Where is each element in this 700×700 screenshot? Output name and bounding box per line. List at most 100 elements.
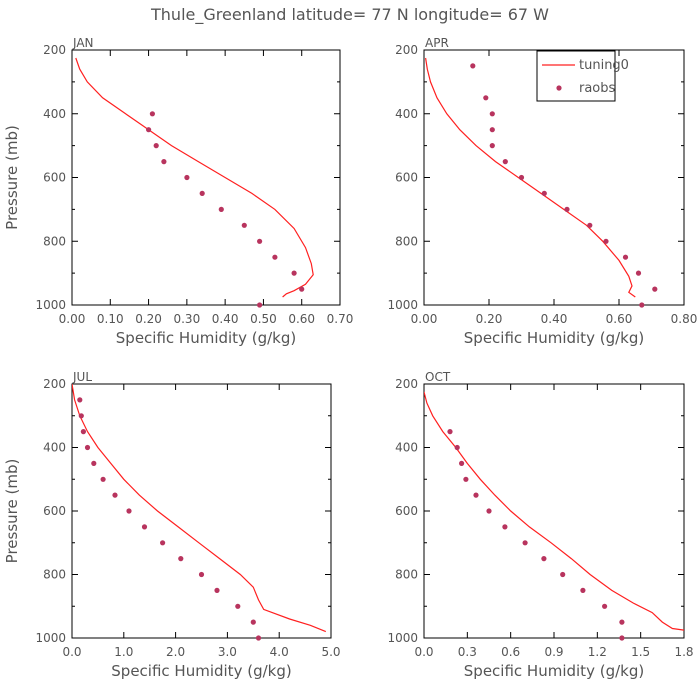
y-tick-label: 1000 (35, 298, 66, 312)
y-tick-label: 200 (395, 377, 418, 391)
legend-label-obs: raobs (579, 81, 616, 96)
raobs-point (502, 524, 508, 530)
raobs-point (146, 127, 152, 133)
y-tick-label: 400 (43, 441, 66, 455)
raobs-point (470, 63, 476, 69)
raobs-point (473, 492, 479, 498)
raobs-point (80, 429, 86, 435)
raobs-point (84, 444, 91, 451)
raobs-point (250, 619, 256, 625)
x-tick-label: 1.5 (631, 645, 650, 659)
raobs-point (463, 476, 469, 482)
figure-title: Thule_Greenland latitude= 77 N longitude… (150, 5, 549, 25)
series-line-tuning0 (75, 57, 314, 298)
x-tick-label: 0.00 (411, 312, 438, 326)
raobs-point (91, 460, 97, 466)
x-tick-label: 0.0 (414, 645, 433, 659)
legend-box (536, 50, 616, 102)
series-line-tuning0 (425, 57, 636, 298)
raobs-point (214, 587, 220, 594)
raobs-point (199, 190, 205, 196)
y-tick-label: 200 (43, 377, 66, 391)
y-tick-label: 800 (395, 234, 418, 248)
raobs-point (489, 143, 495, 149)
panel-label: JUL (72, 370, 92, 384)
panels: JAN 0.00 0.10 0.20 0.30 0.40 0.50 0.60 0.70 200 40… (3, 36, 697, 680)
x-tick-label: 0.20 (135, 312, 162, 326)
raobs-point (619, 635, 625, 641)
x-tick-label: 0.3 (458, 645, 477, 659)
plot-frame (71, 49, 341, 306)
x-tick-label: 0.40 (541, 312, 568, 326)
raobs-point (560, 571, 566, 578)
x-axis-label: Specific Humidity (g/kg) (464, 329, 644, 347)
raobs-point (619, 619, 625, 625)
raobs-point (564, 206, 570, 212)
legend-point-swatch (556, 85, 562, 91)
x-tick-label: 1.0 (114, 645, 133, 659)
y-tick-label: 200 (395, 43, 418, 57)
y-axis-label: Pressure (mb) (3, 125, 21, 230)
x-tick-label: 5.0 (321, 645, 340, 659)
raobs-point (291, 270, 297, 276)
x-tick-label: 0.9 (544, 645, 563, 659)
raobs-point (218, 206, 224, 212)
raobs-point (141, 524, 148, 530)
y-axis-label: Pressure (mb) (3, 459, 21, 564)
y-tick-label: 400 (395, 107, 418, 121)
raobs-point (255, 635, 262, 641)
x-tick-label: 0.30 (173, 312, 200, 326)
series-line-tuning0 (72, 384, 327, 633)
raobs-point (272, 254, 278, 260)
raobs-point (489, 111, 495, 117)
raobs-point (241, 222, 247, 228)
plot-frame (71, 383, 332, 639)
y-tick-label: 800 (43, 234, 66, 248)
panel-jul: JUL 0.0 1.0 2.0 3.0 4.0 5.0 200 400 600 800 1000 Spe… (3, 370, 341, 680)
x-tick-label: 1.2 (588, 645, 607, 659)
x-tick-label: 0.60 (606, 312, 633, 326)
raobs-point (639, 302, 645, 308)
y-tick-label: 1000 (387, 298, 418, 312)
raobs-point (518, 174, 525, 181)
raobs-point (235, 603, 241, 609)
raobs-point (100, 476, 106, 482)
raobs-point (447, 429, 453, 435)
legend-label-model: tuning0 (579, 58, 629, 73)
raobs-point (299, 286, 305, 292)
panel-label: OCT (425, 370, 451, 384)
y-tick-label: 200 (43, 43, 66, 57)
y-tick-label: 600 (43, 171, 66, 185)
x-tick-label: 0.50 (250, 312, 277, 326)
raobs-point (257, 302, 263, 308)
y-tick-label: 600 (395, 171, 418, 185)
raobs-point (126, 508, 132, 514)
x-tick-label: 0.60 (288, 312, 315, 326)
raobs-point (198, 571, 205, 578)
raobs-point (160, 540, 166, 546)
x-tick-label: 2.0 (166, 645, 185, 659)
x-tick-label: 0.20 (476, 312, 503, 326)
raobs-point (652, 286, 658, 292)
legend: tuning0 raobs (536, 50, 629, 102)
x-tick-label: 0.10 (97, 312, 124, 326)
raobs-point (541, 556, 547, 562)
raobs-point (77, 397, 83, 403)
raobs-point (502, 159, 508, 165)
x-tick-label: 0.6 (501, 645, 520, 659)
panel-oct: OCT 0.0 0.3 0.6 0.9 1.2 1.5 1.8 200 400 600 800 1000… (387, 370, 693, 680)
y-tick-label: 600 (43, 504, 66, 518)
raobs-point (78, 413, 84, 419)
y-tick-label: 1000 (35, 631, 66, 645)
raobs-point (161, 159, 167, 165)
raobs-point (153, 143, 159, 149)
y-tick-label: 400 (395, 441, 418, 455)
raobs-point (149, 111, 155, 117)
raobs-point (541, 190, 547, 196)
raobs-point (622, 254, 629, 260)
raobs-point (489, 127, 495, 133)
raobs-point (602, 603, 608, 609)
x-tick-label: 4.0 (270, 645, 289, 659)
raobs-point (112, 492, 118, 498)
x-tick-label: 0.00 (59, 312, 86, 326)
